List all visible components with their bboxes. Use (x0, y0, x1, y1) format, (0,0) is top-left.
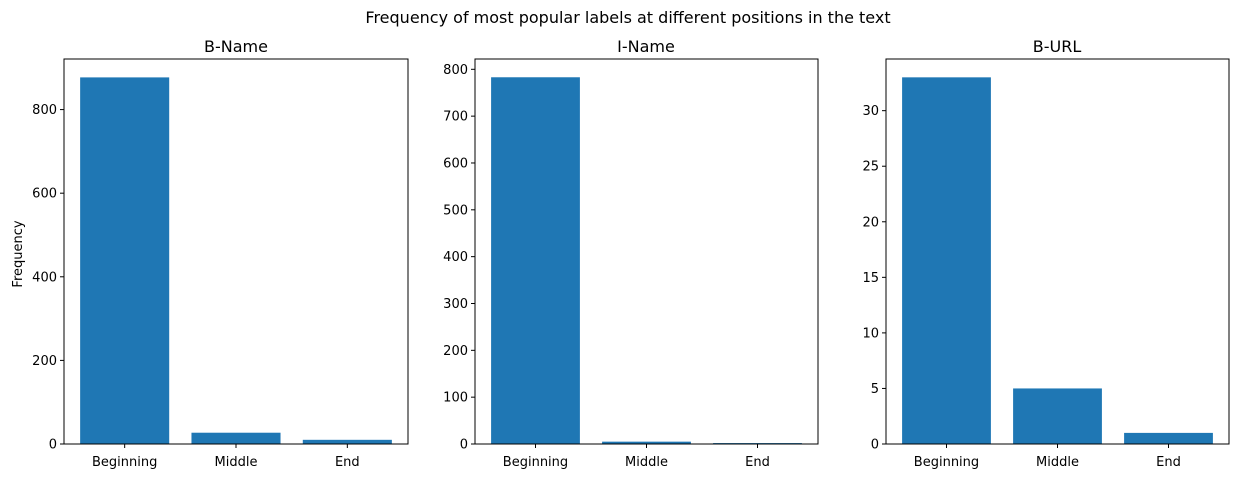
y-tick-label: 100 (443, 391, 468, 406)
subplot-b-name: B-Name Frequency 0 200 400 600 800 Beginning M… (11, 37, 409, 470)
y-tick-label: 200 (443, 344, 468, 359)
y-tick-label: 10 (862, 326, 879, 341)
y-tick-label: 800 (32, 103, 57, 118)
y-tick-label: 700 (443, 110, 468, 125)
y-tick-label: 300 (443, 297, 468, 312)
y-tick-label: 20 (862, 215, 879, 230)
x-tick-label: End (335, 455, 360, 470)
bar-end (1124, 432, 1213, 444)
bar-middle (1013, 388, 1102, 444)
y-tick-label: 800 (443, 63, 468, 78)
y-tick-label: 15 (862, 271, 879, 286)
figure-suptitle: Frequency of most popular labels at diff… (365, 8, 890, 27)
x-tick-label: Middle (625, 455, 668, 470)
x-tick-label: Middle (215, 455, 258, 470)
y-tick-label: 600 (32, 187, 57, 202)
y-tick-label: 500 (443, 203, 468, 218)
x-tick-label: Beginning (503, 455, 568, 470)
plot-area-b-url: 0 5 10 15 20 25 30 Beginning Middle End (862, 58, 1230, 470)
y-tick-label: 600 (443, 156, 468, 171)
x-tick-label: Beginning (914, 455, 979, 470)
y-tick-label: 0 (460, 438, 468, 453)
subplot-title-i-name: I-Name (617, 37, 675, 56)
y-tick-label: 30 (862, 104, 879, 119)
bar-beginning (80, 77, 170, 444)
y-tick-label: 400 (32, 270, 57, 285)
x-tick-label: End (745, 455, 770, 470)
subplot-title-b-name: B-Name (204, 37, 268, 56)
subplot-i-name: I-Name 0 100 200 300 400 500 600 700 800 Beginnin… (443, 37, 819, 470)
y-tick-label: 400 (443, 250, 468, 265)
bar-end (302, 439, 392, 444)
y-tick-label: 5 (871, 382, 879, 397)
subplot-b-url: B-URL 0 5 10 15 20 25 30 Beginning Middle End (862, 37, 1230, 470)
y-tick-label: 0 (49, 438, 57, 453)
subplot-title-b-url: B-URL (1033, 37, 1082, 56)
y-tick-label: 25 (862, 160, 879, 175)
y-axis-label: Frequency (11, 220, 26, 287)
plot-area-i-name: 0 100 200 300 400 500 600 700 800 Beginning Middle… (443, 58, 819, 470)
y-tick-label: 200 (32, 354, 57, 369)
y-tick-label: 0 (871, 438, 879, 453)
plot-area-b-name: 0 200 400 600 800 Beginning Middle End (32, 58, 409, 470)
bar-middle (602, 441, 691, 444)
bar-beginning (491, 77, 580, 445)
x-tick-label: Middle (1036, 455, 1079, 470)
bar-middle (191, 432, 281, 444)
x-tick-label: End (1156, 455, 1181, 470)
bar-beginning (902, 77, 991, 444)
x-tick-label: Beginning (92, 455, 157, 470)
